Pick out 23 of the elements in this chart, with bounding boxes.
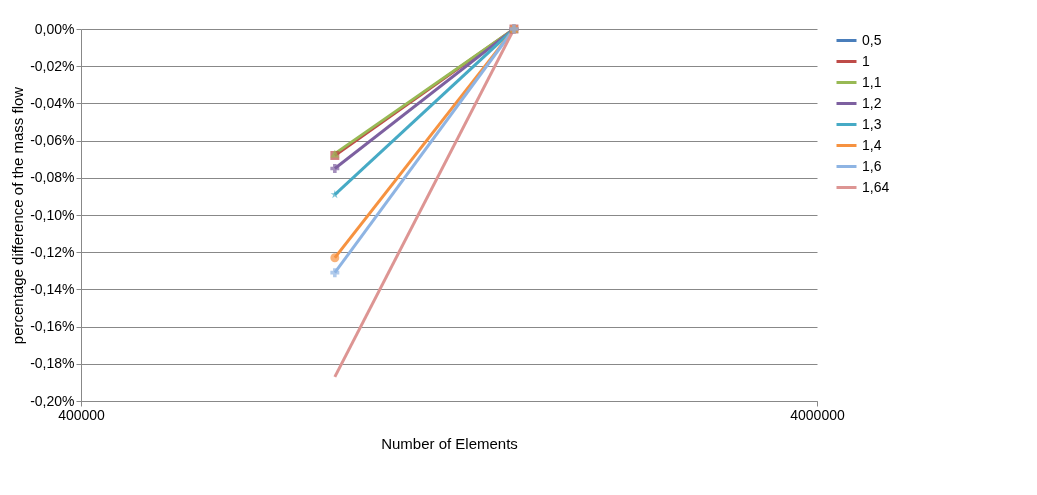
y-tick-label: -0,04% (30, 94, 75, 111)
y-tick-label: -0,12% (30, 243, 75, 260)
y-tick-label: -0,10% (30, 206, 75, 223)
legend-label: 1 (862, 52, 870, 69)
y-tick-label: -0,16% (30, 318, 75, 335)
legend-label: 1,3 (862, 115, 882, 132)
y-tick-label: -0,14% (30, 280, 75, 297)
y-tick-label: -0,06% (30, 132, 75, 149)
y-tick-label: -0,20% (30, 392, 75, 409)
legend-label: 0,5 (862, 31, 882, 48)
y-tick-label: 0,00% (34, 20, 75, 37)
legend-label: 1,4 (862, 136, 882, 153)
x-axis-title: Number of Elements (381, 434, 518, 452)
legend-label: 1,6 (862, 157, 882, 174)
y-tick-label: -0,18% (30, 355, 75, 372)
y-tick-label: -0,08% (30, 169, 75, 186)
x-tick-label: 400000 (58, 406, 106, 423)
y-axis-title: percentage difference of the mass flow (9, 86, 27, 345)
x-tick-label: 4000000 (790, 406, 845, 423)
legend-label: 1,1 (862, 73, 882, 90)
legend-label: 1,2 (862, 94, 882, 111)
legend-label: 1,64 (862, 178, 890, 195)
y-tick-label: -0,02% (30, 57, 75, 74)
